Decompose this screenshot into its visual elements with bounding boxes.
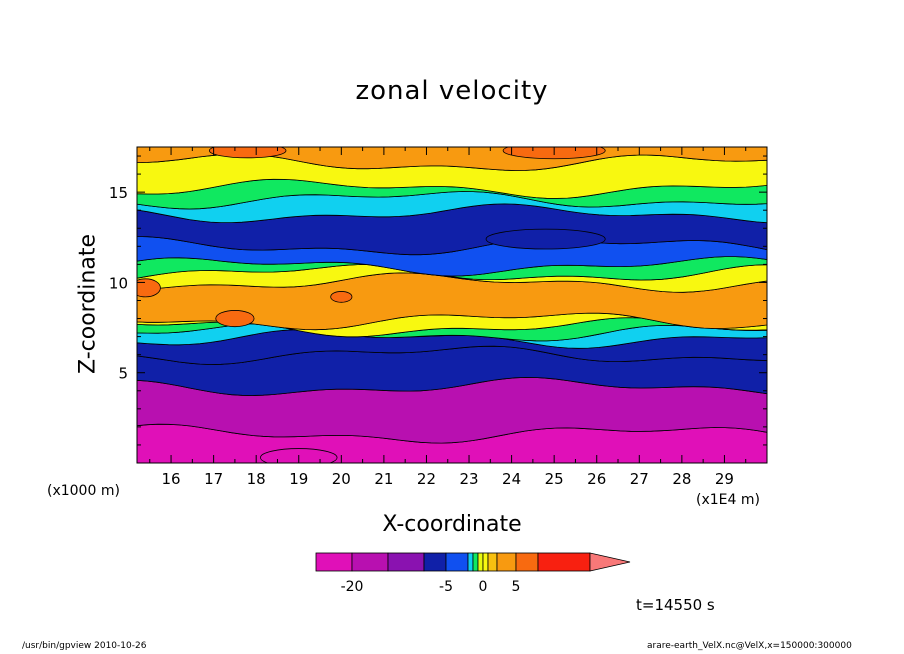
x-tick-label: 23 [459, 470, 478, 488]
colorbar-segment [496, 552, 517, 572]
plot-frame [136, 146, 768, 464]
y-tick-label: 15 [109, 184, 128, 202]
colorbar-segment [387, 552, 425, 572]
colorbar-segment [467, 552, 474, 572]
x-tick-label: 26 [587, 470, 606, 488]
x-tick-label: 22 [417, 470, 436, 488]
x-axis-label: X-coordinate [382, 512, 522, 537]
colorbar-segment [515, 552, 539, 572]
x-tick-label: 17 [204, 470, 223, 488]
colorbar-segment [537, 552, 591, 572]
x-tick-label: 25 [545, 470, 564, 488]
colorbar-segment [315, 552, 353, 572]
contour-band [137, 147, 767, 171]
plot-area [137, 147, 767, 463]
y-axis-unit: (x1000 m) [47, 483, 120, 499]
colorbar-segment [472, 552, 479, 572]
time-label: t=14550 s [636, 596, 715, 614]
contour-blob [208, 147, 287, 159]
x-tick-label: 19 [289, 470, 308, 488]
colorbar-segment [423, 552, 447, 572]
colorbar-segment [482, 552, 489, 572]
colorbar: -20 -5 0 5 [315, 552, 631, 595]
colorbar-tick-label: -20 [341, 579, 364, 595]
colorbar-tick-label: 5 [512, 579, 521, 595]
x-tick-label: 27 [630, 470, 649, 488]
footer-right: arare-earth_VelX.nc@VelX,x=150000:300000 [647, 641, 852, 651]
contour-blob [215, 310, 255, 328]
x-tick-label: 24 [502, 470, 521, 488]
colorbar-extend-arrow [589, 552, 631, 572]
x-axis-unit: (x1E4 m) [696, 492, 760, 508]
x-tick-label: 29 [715, 470, 734, 488]
colorbar-segment [477, 552, 484, 572]
x-tick-label: 20 [332, 470, 351, 488]
colorbar-segment [445, 552, 469, 572]
y-tick-label: 5 [118, 365, 128, 383]
y-axis: 5 10 15 [109, 155, 767, 446]
x-tick-label: 16 [162, 470, 181, 488]
chart-title: zonal velocity [355, 76, 549, 106]
colorbar-tick-label: 0 [479, 579, 488, 595]
x-tick-label: 21 [374, 470, 393, 488]
footer-left: /usr/bin/gpview 2010-10-26 [22, 641, 147, 651]
y-tick-label: 10 [109, 274, 128, 292]
contour-blob [137, 278, 161, 298]
contour-blob [330, 291, 353, 303]
colorbar-segment [351, 552, 389, 572]
contour-blob [485, 228, 606, 250]
x-axis: 16 17 18 19 20 21 22 23 24 25 26 27 28 29 [149, 147, 747, 488]
x-tick-label: 18 [247, 470, 266, 488]
colorbar-tick-label: -5 [439, 579, 453, 595]
x-tick-label: 28 [672, 470, 691, 488]
colorbar-segment [487, 552, 498, 572]
